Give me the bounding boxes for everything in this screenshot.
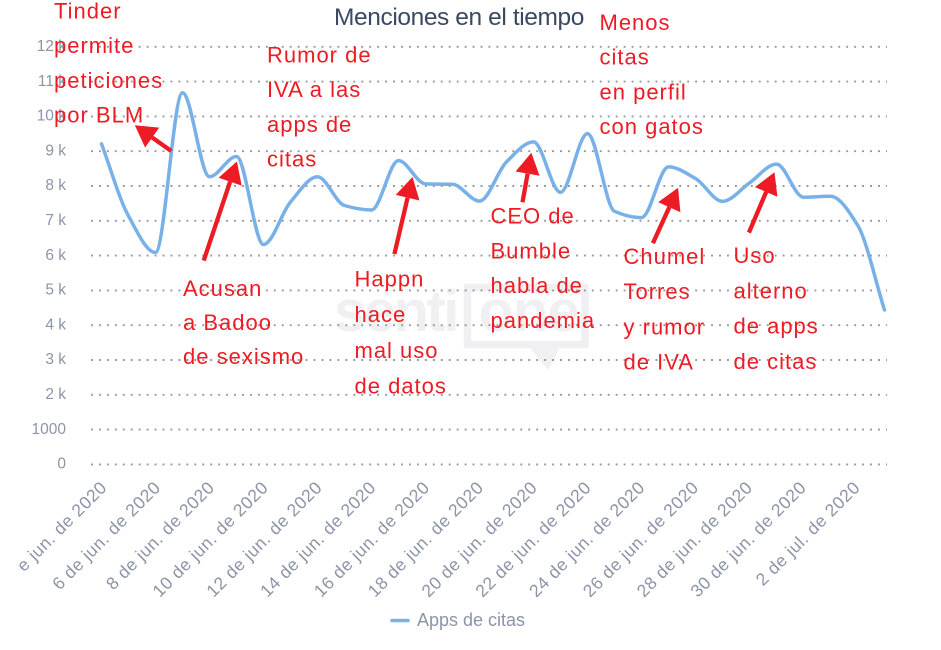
svg-text:de apps: de apps <box>734 314 819 339</box>
svg-text:e jun. de 2020: e jun. de 2020 <box>13 477 111 575</box>
svg-text:de sexismo: de sexismo <box>183 344 304 369</box>
svg-text:4 k: 4 k <box>45 316 66 333</box>
svg-text:citas: citas <box>267 147 317 172</box>
svg-text:a Badoo: a Badoo <box>183 310 272 335</box>
svg-text:Bumble: Bumble <box>491 238 572 263</box>
svg-text:11 k: 11 k <box>38 73 66 90</box>
svg-text:mal uso: mal uso <box>355 338 439 363</box>
svg-text:Menciones en el tiempo: Menciones en el tiempo <box>334 4 584 31</box>
svg-text:12 k: 12 k <box>37 38 67 55</box>
svg-text:Torres: Torres <box>624 279 691 304</box>
svg-text:habla de: habla de <box>491 273 583 298</box>
svg-text:pandemia: pandemia <box>491 308 596 333</box>
svg-text:alterno: alterno <box>734 278 808 303</box>
svg-text:0: 0 <box>57 456 66 473</box>
svg-text:10 k: 10 k <box>37 108 67 125</box>
svg-text:permite: permite <box>54 33 134 58</box>
svg-text:citas: citas <box>600 45 650 70</box>
svg-text:y rumor: y rumor <box>624 314 706 339</box>
svg-text:de datos: de datos <box>355 374 447 399</box>
svg-text:Menos: Menos <box>600 10 671 35</box>
svg-text:Apps de citas: Apps de citas <box>417 610 525 630</box>
svg-text:apps de: apps de <box>267 112 352 137</box>
svg-text:9 k: 9 k <box>45 142 66 159</box>
svg-text:Rumor de: Rumor de <box>267 43 372 68</box>
svg-text:en perfil: en perfil <box>600 79 687 104</box>
svg-text:Acusan: Acusan <box>183 276 262 301</box>
svg-text:IVA a las: IVA a las <box>267 77 361 102</box>
svg-text:CEO de: CEO de <box>491 204 575 229</box>
svg-text:Chumel: Chumel <box>624 244 706 269</box>
svg-text:de citas: de citas <box>734 349 818 374</box>
svg-text:Tinder: Tinder <box>54 0 122 24</box>
svg-text:Happn: Happn <box>355 267 425 292</box>
svg-text:5 k: 5 k <box>45 282 66 299</box>
svg-text:hace: hace <box>355 302 407 327</box>
svg-text:con gatos: con gatos <box>600 114 704 139</box>
svg-text:de IVA: de IVA <box>624 350 694 375</box>
svg-text:por BLM: por BLM <box>54 102 144 127</box>
svg-text:Uso: Uso <box>734 243 776 268</box>
svg-text:2 de jul. de 2020: 2 de jul. de 2020 <box>752 477 864 589</box>
svg-text:3 k: 3 k <box>45 351 66 368</box>
svg-text:7 k: 7 k <box>45 212 66 229</box>
svg-text:2 k: 2 k <box>45 386 66 403</box>
svg-text:1000: 1000 <box>32 421 67 438</box>
svg-text:peticiones: peticiones <box>54 68 163 93</box>
svg-text:6 k: 6 k <box>45 247 66 264</box>
svg-text:8 k: 8 k <box>45 177 66 194</box>
